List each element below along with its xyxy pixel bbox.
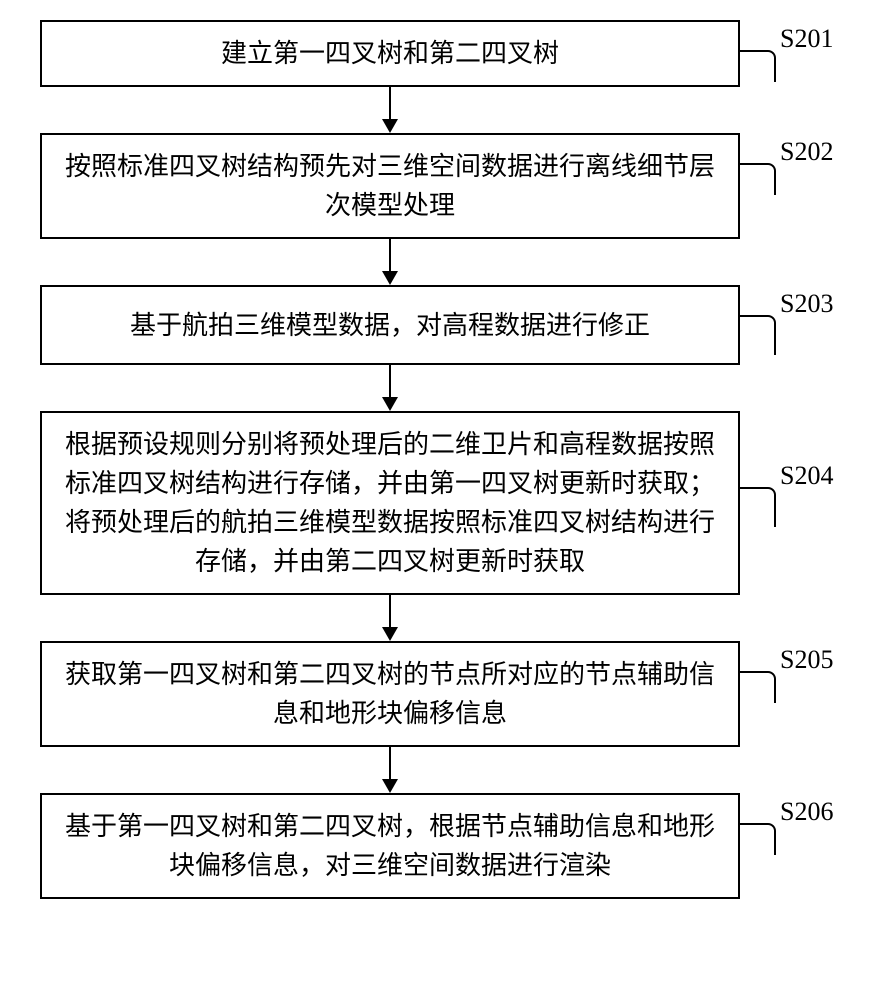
arrow-head-icon [382,397,398,411]
arrow-head-icon [382,779,398,793]
arrow-line [389,365,391,398]
flowchart-container: 建立第一四叉树和第二四叉树 S201 按照标准四叉树结构预先对三维空间数据进行离线细… [40,20,850,899]
flow-step-s205: 获取第一四叉树和第二四叉树的节点所对应的节点辅助信息和地形块偏移信息 S205 [40,641,850,747]
step-box: 基于航拍三维模型数据，对高程数据进行修正 [40,285,740,365]
arrow [40,239,740,285]
label-connector [740,823,776,855]
step-label: S205 [780,645,833,675]
step-label: S206 [780,797,833,827]
arrow-line [389,239,391,272]
step-box: 基于第一四叉树和第二四叉树，根据节点辅助信息和地形块偏移信息，对三维空间数据进行… [40,793,740,899]
step-box: 根据预设规则分别将预处理后的二维卫片和高程数据按照标准四叉树结构进行存储，并由第… [40,411,740,595]
arrow [40,365,740,411]
label-connector [740,163,776,195]
arrow [40,595,740,641]
label-connector [740,315,776,355]
step-label: S204 [780,461,833,491]
step-label: S201 [780,24,833,54]
flow-step-s206: 基于第一四叉树和第二四叉树，根据节点辅助信息和地形块偏移信息，对三维空间数据进行… [40,793,850,899]
arrow-line [389,595,391,628]
flow-step-s201: 建立第一四叉树和第二四叉树 S201 [40,20,850,87]
flow-step-s203: 基于航拍三维模型数据，对高程数据进行修正 S203 [40,285,850,365]
label-connector [740,671,776,703]
step-box: 建立第一四叉树和第二四叉树 [40,20,740,87]
arrow-head-icon [382,627,398,641]
step-box: 按照标准四叉树结构预先对三维空间数据进行离线细节层次模型处理 [40,133,740,239]
step-label: S203 [780,289,833,319]
arrow-head-icon [382,119,398,133]
arrow [40,747,740,793]
arrow-line [389,747,391,780]
arrow-line [389,87,391,120]
flow-step-s204: 根据预设规则分别将预处理后的二维卫片和高程数据按照标准四叉树结构进行存储，并由第… [40,411,850,595]
arrow-head-icon [382,271,398,285]
flow-step-s202: 按照标准四叉树结构预先对三维空间数据进行离线细节层次模型处理 S202 [40,133,850,239]
label-connector [740,50,776,82]
step-label: S202 [780,137,833,167]
label-connector [740,487,776,527]
arrow [40,87,740,133]
step-box: 获取第一四叉树和第二四叉树的节点所对应的节点辅助信息和地形块偏移信息 [40,641,740,747]
